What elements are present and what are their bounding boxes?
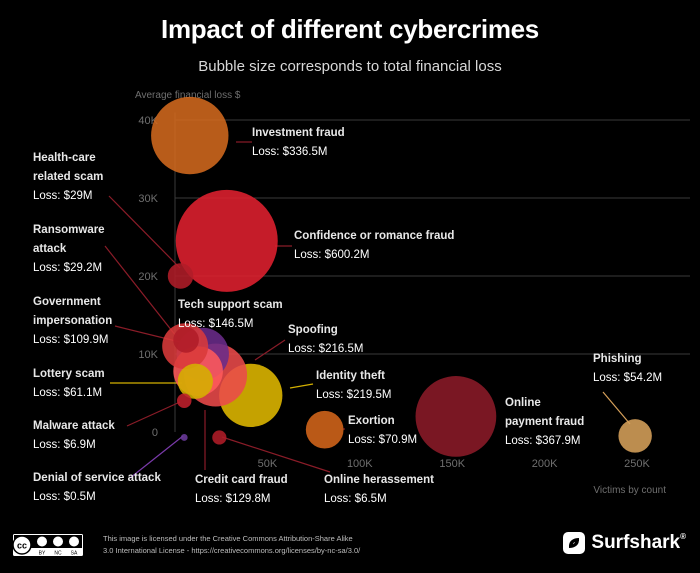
label-loss-identity-theft: Loss: $219.5M xyxy=(316,389,391,401)
license-text: This image is licensed under the Creativ… xyxy=(103,533,403,557)
leader-malware-attack xyxy=(126,401,181,427)
label-loss-phishing: Loss: $54.2M xyxy=(593,372,662,384)
leader-ransomware-attack xyxy=(104,245,177,337)
label-name-exortion: Exortion xyxy=(348,415,395,427)
label-name-identity-theft: Identity theft xyxy=(316,370,385,382)
label-name-lottery-scam: Lottery scam xyxy=(33,368,105,380)
surfshark-logo: Surfshark® xyxy=(563,532,686,554)
y-tick-label: 10K xyxy=(138,349,158,361)
chart-title: Impact of different cybercrimes xyxy=(161,14,539,44)
chart-subtitle: Bubble size corresponds to total financi… xyxy=(198,58,502,75)
label-name-credit-card-fraud: Credit card fraud xyxy=(195,474,288,486)
y-axis-label: Average financial loss $ xyxy=(135,90,241,101)
label-name-ransomware-attack: Ransomware xyxy=(33,224,105,236)
x-tick-label: 200K xyxy=(532,458,558,470)
label-loss-health-care-related-scam: Loss: $29M xyxy=(33,190,92,202)
leader-online-herassement xyxy=(221,436,331,473)
label-loss-online-payment-fraud: Loss: $367.9M xyxy=(505,435,580,447)
license-line-1: This image is licensed under the Creativ… xyxy=(103,534,353,543)
bubble-online-herassement xyxy=(212,430,227,445)
label-loss-spoofing: Loss: $216.5M xyxy=(288,343,363,355)
label-name-phishing: Phishing xyxy=(593,353,642,365)
x-tick-label: 150K xyxy=(439,458,465,470)
bubble-denial-of-service-attack xyxy=(180,434,188,441)
y-tick-label: 20K xyxy=(138,271,158,283)
cc-nc-label: NC xyxy=(54,551,62,557)
label-name-denial-of-service-attack: Denial of service attack xyxy=(33,472,161,484)
x-axis-label: Victims by count xyxy=(593,485,666,496)
label-name-investment-fraud: Investment fraud xyxy=(252,127,345,139)
label-name-malware-attack: Malware attack xyxy=(33,420,115,432)
bubble-investment-fraud xyxy=(151,96,229,175)
bubble-malware-attack xyxy=(176,393,192,409)
leader-health-care-related-scam xyxy=(108,195,181,269)
label-loss-credit-card-fraud: Loss: $129.8M xyxy=(195,493,270,505)
label-name-online-payment-fraud: Online xyxy=(505,397,541,409)
brand-registered-mark: ® xyxy=(680,532,686,541)
label-name-government-impersonation: Government xyxy=(33,296,101,308)
y-tick-label: 0 xyxy=(152,427,158,439)
bubble-online-payment-fraud xyxy=(415,376,497,457)
leader-phishing xyxy=(602,391,631,425)
label-name-ransomware-attack: attack xyxy=(33,243,67,255)
label-loss-tech-support-scam: Loss: $146.5M xyxy=(178,318,253,330)
bubbles xyxy=(151,96,652,457)
label-name-online-herassement: Online herassement xyxy=(324,474,434,486)
brand-name: Surfshark® xyxy=(591,532,686,554)
axes: Average financial loss $ Victims by coun… xyxy=(135,90,666,496)
label-name-health-care-related-scam: related scam xyxy=(33,171,103,183)
bubble-ransomware-attack xyxy=(173,327,199,353)
label-name-tech-support-scam: Tech support scam xyxy=(178,299,283,311)
label-name-confidence-or-romance-fraud: Confidence or romance fraud xyxy=(294,230,454,242)
label-loss-confidence-or-romance-fraud: Loss: $600.2M xyxy=(294,249,369,261)
bubble-confidence-or-romance-fraud xyxy=(175,189,278,292)
cc-by-label: BY xyxy=(39,551,46,557)
creative-commons-badge: cc BY NC SA xyxy=(12,533,84,557)
label-name-government-impersonation: impersonation xyxy=(33,315,112,327)
leader-identity-theft xyxy=(289,383,314,389)
surfshark-icon xyxy=(563,532,586,554)
cc-sa-label: SA xyxy=(71,551,78,557)
y-tick-label: 30K xyxy=(138,193,158,205)
bubble-exortion xyxy=(305,410,344,449)
label-loss-denial-of-service-attack: Loss: $0.5M xyxy=(33,491,96,503)
leader-spoofing xyxy=(254,339,286,361)
bubble-chart: Average financial loss $ Victims by coun… xyxy=(33,90,690,505)
label-loss-exortion: Loss: $70.9M xyxy=(348,434,417,446)
x-tick-label: 100K xyxy=(347,458,373,470)
brand-text: Surfshark xyxy=(591,532,681,553)
x-tick-label: 50K xyxy=(258,458,278,470)
bubble-health-care-related-scam xyxy=(167,263,194,289)
label-name-spoofing: Spoofing xyxy=(288,324,338,336)
label-loss-online-herassement: Loss: $6.5M xyxy=(324,493,387,505)
bubble-lottery-scam xyxy=(177,363,213,399)
label-loss-malware-attack: Loss: $6.9M xyxy=(33,439,96,451)
label-loss-government-impersonation: Loss: $109.9M xyxy=(33,334,108,346)
license-line-2: 3.0 International License - https://crea… xyxy=(103,546,361,555)
label-name-online-payment-fraud: payment fraud xyxy=(505,416,584,428)
bubble-labels: Investment fraud Loss: $336.5M Confidence … xyxy=(33,127,662,505)
bubble-phishing xyxy=(618,419,652,453)
x-tick-label: 250K xyxy=(624,458,650,470)
label-loss-ransomware-attack: Loss: $29.2M xyxy=(33,262,102,274)
label-loss-lottery-scam: Loss: $61.1M xyxy=(33,387,102,399)
svg-text:cc: cc xyxy=(17,541,27,551)
label-name-health-care-related-scam: Health-care xyxy=(33,152,96,164)
leader-denial-of-service-attack xyxy=(129,435,184,479)
label-loss-investment-fraud: Loss: $336.5M xyxy=(252,146,327,158)
